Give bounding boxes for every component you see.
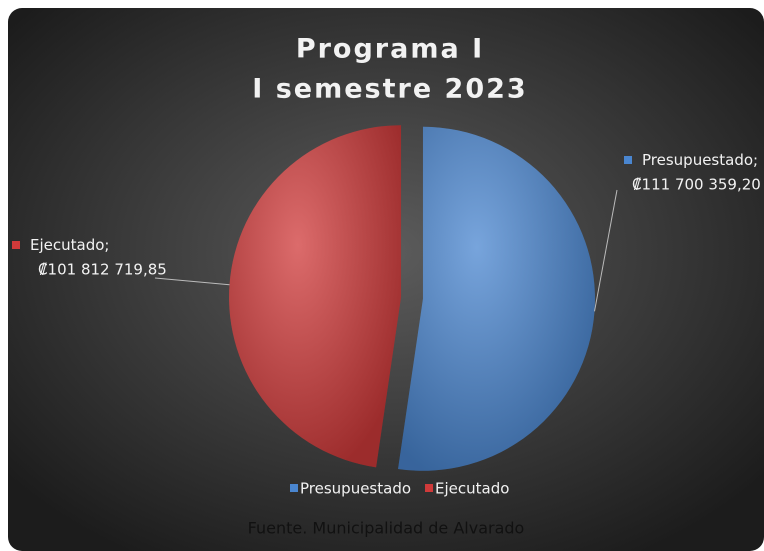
value-label: ₡111 700 359,20 <box>632 176 761 194</box>
source-note: Fuente. Municipalidad de Alvarado <box>248 519 525 538</box>
legend-swatch <box>425 484 434 492</box>
slice-shading <box>398 126 595 471</box>
leader-line <box>594 189 618 312</box>
slice-shading <box>229 125 402 468</box>
category-name: Ejecutado <box>30 236 104 254</box>
data-label: Presupuestado; <box>642 151 758 169</box>
value-label: ₡101 812 719,85 <box>38 261 167 279</box>
label-separator: ; <box>104 236 109 254</box>
label-swatch <box>12 241 20 249</box>
legend-label: Ejecutado <box>435 480 509 498</box>
label-swatch <box>624 156 632 164</box>
label-separator: ; <box>753 151 758 169</box>
chart-title: I semestre 2023 <box>252 74 527 105</box>
category-name: Presupuestado <box>642 151 753 169</box>
legend-swatch <box>290 484 298 492</box>
data-label: Ejecutado; <box>30 236 109 254</box>
leader-line <box>154 277 230 286</box>
chart-title: Programa I <box>296 34 484 65</box>
legend-label: Presupuestado <box>300 480 411 498</box>
